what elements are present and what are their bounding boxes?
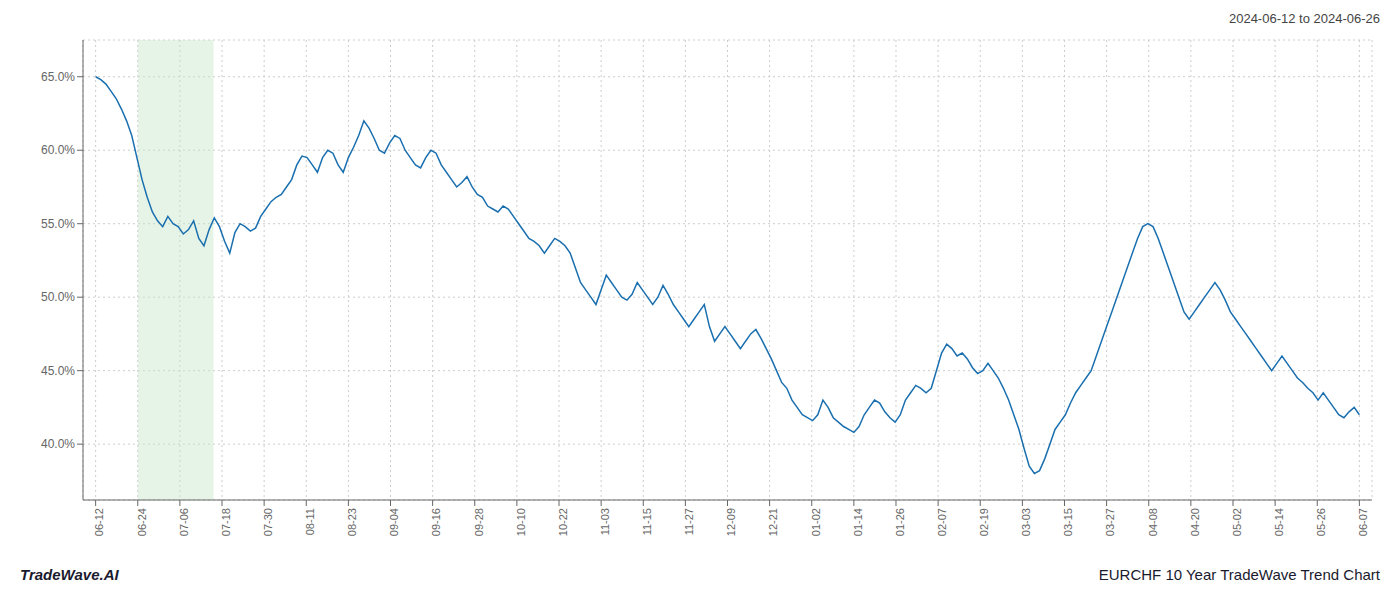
- svg-text:03-27: 03-27: [1104, 508, 1116, 536]
- svg-text:01-14: 01-14: [852, 508, 864, 536]
- svg-text:04-08: 04-08: [1147, 508, 1159, 536]
- svg-text:11-27: 11-27: [683, 508, 695, 535]
- html-text:EURCHF 10 Year TradeWave Trend: EURCHF 10 Year TradeWave Trend Chart: [1098, 565, 1380, 583]
- svg-text:65.0%: 65.0%: [41, 70, 75, 84]
- svg-text:09-16: 09-16: [430, 508, 442, 536]
- svg-text:01-02: 01-02: [810, 508, 822, 536]
- svg-text:12-21: 12-21: [767, 508, 779, 536]
- svg-text:09-04: 09-04: [388, 508, 400, 536]
- svg-text:08-23: 08-23: [346, 508, 358, 536]
- svg-text:03-03: 03-03: [1020, 508, 1032, 536]
- svg-text:07-30: 07-30: [262, 508, 274, 536]
- svg-text:05-14: 05-14: [1273, 508, 1285, 536]
- svg-text:10-10: 10-10: [515, 508, 527, 536]
- svg-text:06-24: 06-24: [136, 508, 148, 536]
- svg-text:50.0%: 50.0%: [41, 290, 75, 304]
- svg-text:01-26: 01-26: [894, 508, 906, 536]
- svg-text:02-07: 02-07: [936, 508, 948, 536]
- svg-text:05-26: 05-26: [1315, 508, 1327, 536]
- svg-text:40.0%: 40.0%: [41, 437, 75, 451]
- svg-text:05-02: 05-02: [1231, 508, 1243, 536]
- svg-text:08-11: 08-11: [304, 508, 316, 535]
- html-text:TradeWave.AI: TradeWave.AI: [20, 565, 119, 583]
- svg-text:07-18: 07-18: [220, 508, 232, 536]
- svg-text:55.0%: 55.0%: [41, 217, 75, 231]
- svg-text:10-22: 10-22: [557, 508, 569, 536]
- svg-text:06-07: 06-07: [1357, 508, 1369, 536]
- html-text:2024-06-12 to 2024-06-26: 2024-06-12 to 2024-06-26: [1228, 11, 1380, 26]
- svg-text:45.0%: 45.0%: [41, 364, 75, 378]
- svg-text:02-19: 02-19: [978, 508, 990, 536]
- svg-text:09-28: 09-28: [473, 508, 485, 536]
- svg-text:11-15: 11-15: [641, 508, 653, 535]
- svg-text:07-06: 07-06: [178, 508, 190, 536]
- svg-text:06-12: 06-12: [93, 508, 105, 536]
- svg-text:12-09: 12-09: [725, 508, 737, 536]
- svg-text:60.0%: 60.0%: [41, 143, 75, 157]
- svg-text:03-15: 03-15: [1062, 508, 1074, 536]
- svg-text:04-20: 04-20: [1189, 508, 1201, 536]
- svg-text:11-03: 11-03: [599, 508, 611, 535]
